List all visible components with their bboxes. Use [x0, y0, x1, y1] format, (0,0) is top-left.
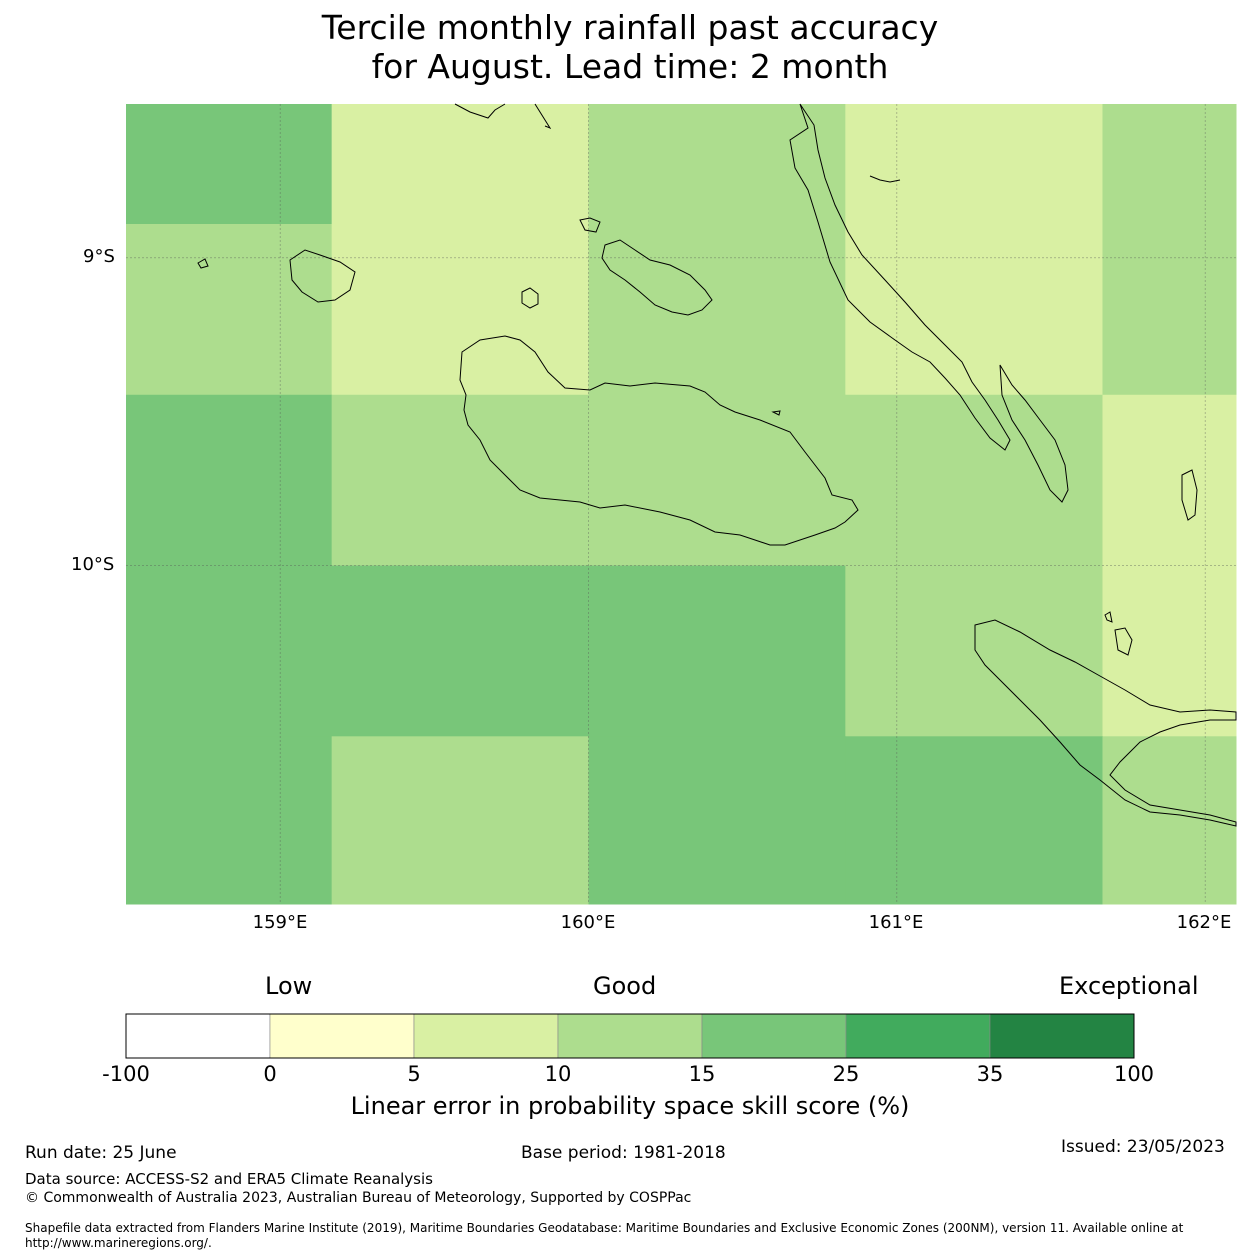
grid-cell — [845, 394, 1103, 567]
island-malaita — [789, 103, 1011, 451]
lon-tick-label-161e: 161°E — [868, 912, 924, 933]
grid-cell — [1102, 736, 1237, 905]
skill-grid — [126, 104, 1237, 905]
grid-cell — [845, 104, 1103, 225]
legend-caption-good: Good — [593, 972, 657, 1000]
colorbar-tick-label: -100 — [102, 1062, 150, 1086]
island-guadalcanal — [459, 335, 859, 546]
colorbar-tick-label: 15 — [688, 1062, 716, 1086]
legend-caption-exceptional: Exceptional — [1059, 972, 1199, 1000]
island-reef — [579, 217, 601, 233]
colorbar-swatch — [557, 1013, 703, 1059]
island-russell-small — [197, 258, 209, 269]
lat-tick-label-9s: 9°S — [83, 246, 115, 267]
lon-tick-label-160e: 160°E — [560, 912, 616, 933]
grid-cell — [126, 736, 333, 905]
colorbar-swatch — [701, 1013, 847, 1059]
issued-date: Issued: 23/05/2023 — [1061, 1137, 1225, 1157]
island-small-east2 — [1104, 611, 1113, 623]
shapefile-credit: Shapefile data extracted from Flanders M… — [25, 1221, 1184, 1250]
island-feather — [869, 175, 901, 183]
grid-cell — [126, 224, 333, 396]
island-savo — [521, 287, 539, 309]
grid-cell — [588, 224, 846, 396]
run-date: Run date: 25 June — [25, 1143, 177, 1163]
grid-cell — [331, 565, 589, 737]
colorbar-tick-label: 5 — [407, 1062, 421, 1086]
grid-cell — [845, 736, 1103, 905]
grid-cell — [588, 565, 846, 737]
island-small-east1 — [1114, 627, 1133, 656]
island-small-malaita — [999, 364, 1069, 503]
colorbar — [125, 1013, 1135, 1059]
lat-tick-label-10s: 10°S — [71, 554, 115, 575]
grid-cell — [1102, 224, 1237, 396]
grid-cell — [331, 104, 589, 225]
island-speck — [771, 410, 781, 416]
island-russell — [289, 249, 356, 303]
island-makira — [974, 619, 1237, 827]
grid-cell — [126, 104, 333, 225]
grid-cell — [588, 736, 846, 905]
island-ulawa — [1181, 469, 1198, 521]
grid-cell — [588, 394, 846, 567]
colorbar-swatch — [845, 1013, 991, 1059]
island-florida — [601, 239, 713, 316]
data-source: Data source: ACCESS-S2 and ERA5 Climate … — [25, 1170, 433, 1188]
grid-cell — [126, 394, 333, 567]
grid-cell — [331, 224, 589, 396]
grid-cell — [126, 565, 333, 737]
base-period: Base period: 1981-2018 — [521, 1143, 726, 1163]
grid-cell — [331, 394, 589, 567]
colorbar-label: Linear error in probability space skill … — [350, 1092, 910, 1120]
island-north-small — [534, 103, 552, 130]
colorbar-frame — [125, 1013, 1135, 1059]
island-north-tip — [454, 103, 506, 119]
grid-cell — [845, 565, 1103, 737]
grid-cell — [845, 224, 1103, 396]
grid-cell — [331, 736, 589, 905]
grid-cell — [1102, 104, 1237, 225]
colorbar-swatch — [989, 1013, 1135, 1059]
coastline — [197, 103, 1237, 827]
grid-cell — [1102, 394, 1237, 567]
colorbar-tick-label: 25 — [832, 1062, 860, 1086]
graticule — [126, 104, 1236, 904]
grid-cell — [588, 104, 846, 225]
colorbar-swatch — [269, 1013, 415, 1059]
map-title-line2: for August. Lead time: 2 month — [371, 47, 889, 86]
lon-tick-label-162e: 162°E — [1176, 912, 1232, 933]
map-title-line1: Tercile monthly rainfall past accuracy — [321, 8, 939, 47]
copyright: © Commonwealth of Australia 2023, Austra… — [25, 1190, 692, 1206]
colorbar-swatch — [413, 1013, 559, 1059]
colorbar-tick-label: 10 — [544, 1062, 572, 1086]
colorbar-tick-label: 0 — [263, 1062, 277, 1086]
lon-tick-label-159e: 159°E — [252, 912, 308, 933]
colorbar-swatch — [125, 1013, 271, 1059]
colorbar-tick-label: 100 — [1113, 1062, 1155, 1086]
legend-caption-low: Low — [265, 972, 313, 1000]
grid-cell — [1102, 565, 1237, 737]
colorbar-tick-label: 35 — [976, 1062, 1004, 1086]
